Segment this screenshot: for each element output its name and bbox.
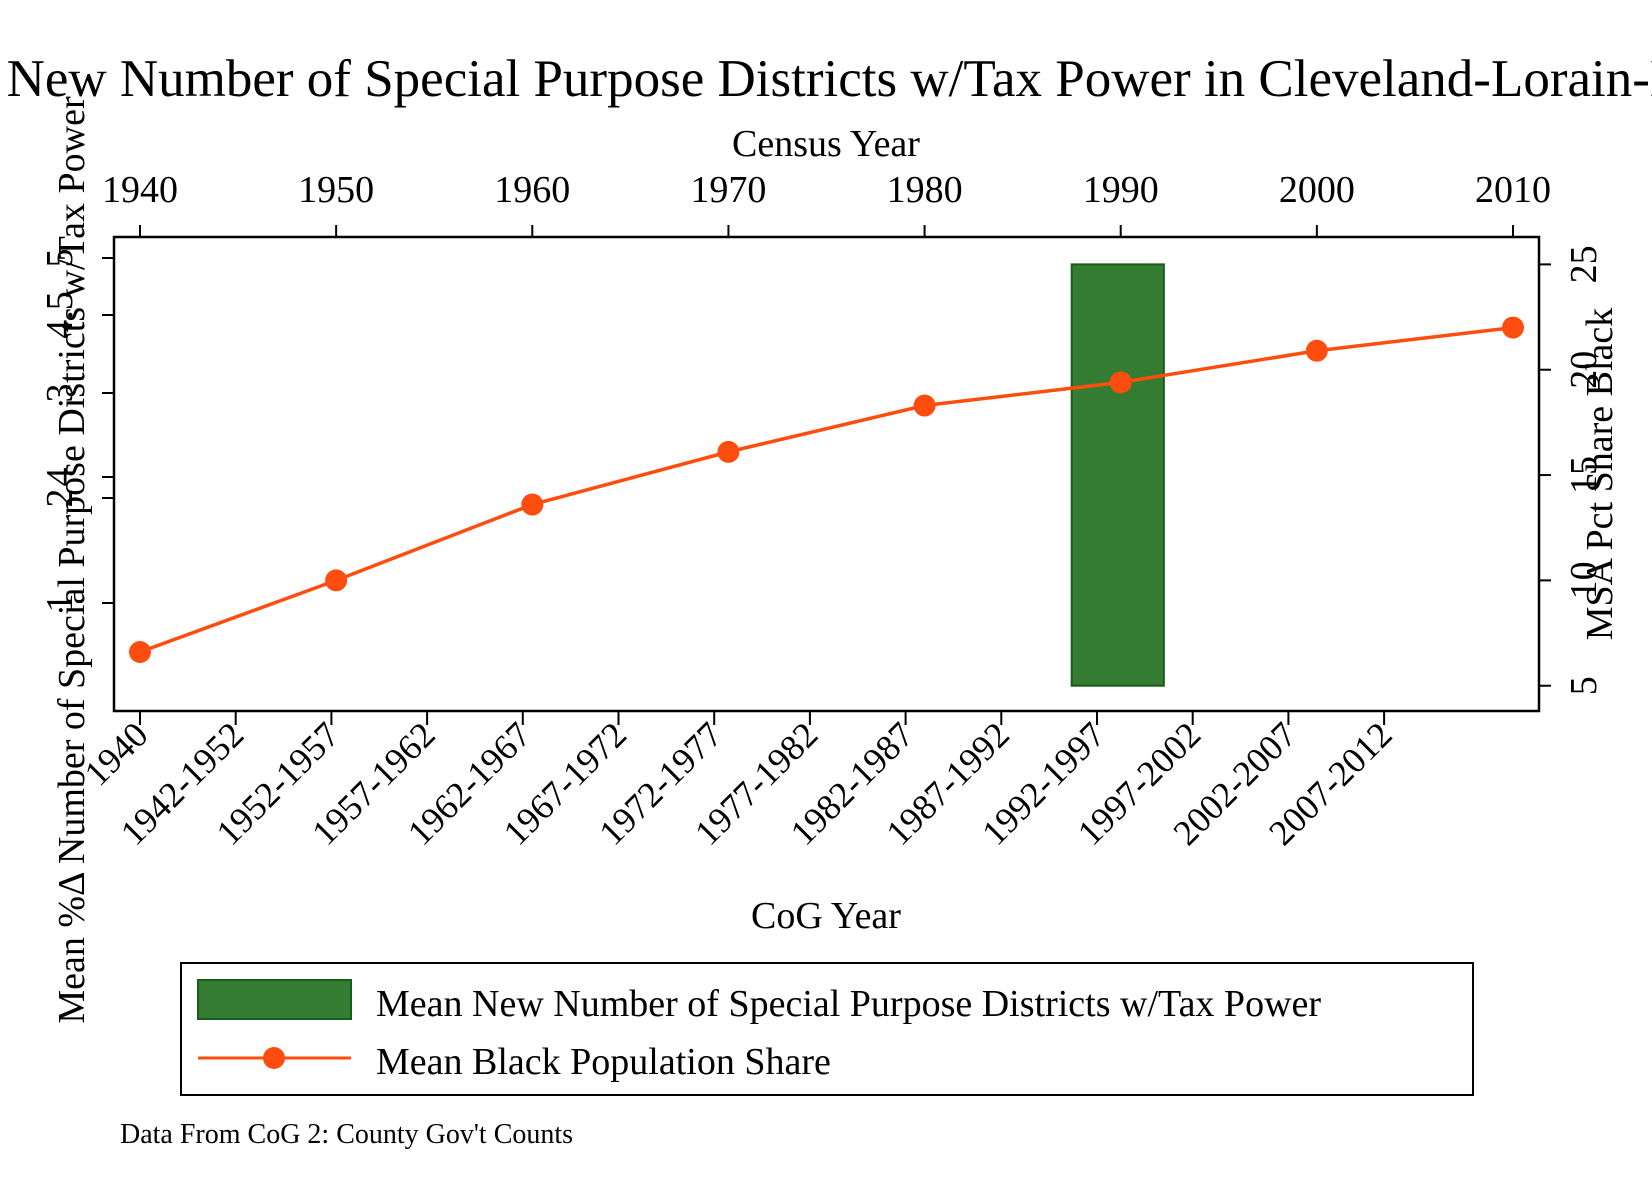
legend-bar-label: Mean New Number of Special Purpose Distr…	[376, 983, 1321, 1025]
bars	[1070, 263, 1165, 687]
top-tick-label: 1990	[1083, 169, 1159, 211]
right-tick-label: 20	[1563, 351, 1605, 389]
data-point	[913, 394, 936, 417]
top-tick-label: 1980	[887, 169, 963, 211]
source-note: Data From CoG 2: County Gov't Counts	[120, 1119, 573, 1150]
data-point	[129, 641, 151, 664]
top-tick-label: 2000	[1279, 169, 1355, 211]
data-point	[1305, 339, 1328, 362]
top-tick-label: 1940	[102, 169, 178, 211]
left-tick-label: 1	[39, 594, 81, 613]
top-axis-ticks: 1940 1950 1960 1970 1980 1990 2000 2010	[102, 169, 1551, 237]
right-axis-label: MSA Pct Share Black	[1579, 308, 1621, 640]
bar	[1070, 263, 1165, 687]
data-point	[325, 569, 348, 592]
left-axis-label: Mean %Δ Number of Special Purpose Distri…	[51, 96, 93, 1024]
right-tick-label: 5	[1563, 676, 1605, 695]
top-tick-label: 1960	[494, 169, 570, 211]
bottom-axis-label: CoG Year	[751, 895, 901, 937]
data-point	[1502, 316, 1524, 339]
legend-line-marker	[263, 1047, 285, 1069]
left-axis: 1 2 3 4 4.5 5	[39, 249, 114, 613]
legend-bar-swatch	[197, 979, 352, 1020]
plot-frame	[112, 235, 1541, 713]
legend-line-label: Mean Black Population Share	[376, 1041, 831, 1083]
left-tick-label: 3	[39, 384, 81, 403]
legend-frame	[180, 962, 1474, 1096]
data-point	[521, 493, 544, 516]
right-tick-label: 15	[1563, 456, 1605, 494]
left-tick-label: 2	[39, 489, 81, 508]
right-axis-ticks: 5 10 15 20 25	[1539, 245, 1605, 695]
top-tick-label: 2010	[1475, 169, 1551, 211]
left-tick-label: 5	[39, 249, 81, 268]
top-tick-label: 1950	[298, 169, 374, 211]
bottom-axis-ticks: 19401942-19521952-19571957-19621962-1967…	[76, 711, 1400, 853]
left-tick-label: 4	[39, 468, 81, 487]
data-point	[1109, 371, 1132, 394]
left-tick-label: 4.5	[39, 291, 81, 339]
top-axis-label: Census Year	[732, 123, 920, 165]
right-tick-label: 10	[1563, 561, 1605, 599]
right-tick-label: 25	[1563, 245, 1605, 283]
data-point	[717, 440, 740, 463]
legend: Mean New Number of Special Purpose Distr…	[180, 962, 1474, 1096]
series-line	[139, 325, 1514, 654]
top-tick-label: 1970	[690, 169, 766, 211]
chart-title: Mean New Number of Special Purpose Distr…	[0, 50, 1652, 108]
line-series	[129, 316, 1524, 664]
